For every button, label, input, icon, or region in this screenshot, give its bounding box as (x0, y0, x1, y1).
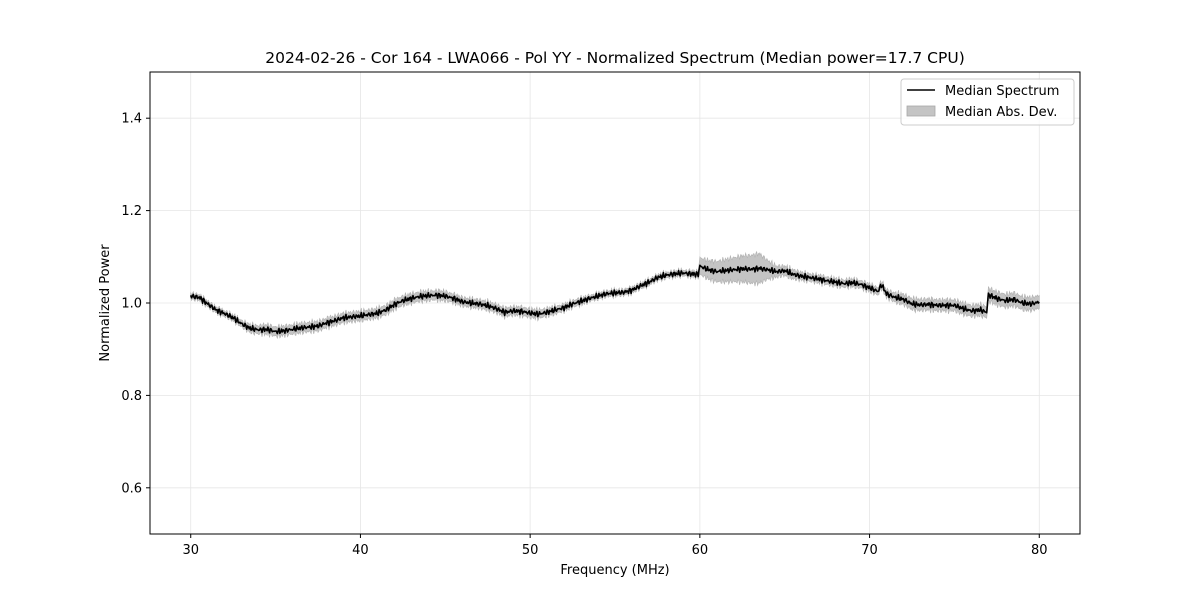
chart-title: 2024-02-26 - Cor 164 - LWA066 - Pol YY -… (265, 49, 965, 67)
legend-box (900, 78, 1075, 126)
x-tick-label: 70 (861, 543, 878, 558)
x-tick-label: 60 (692, 543, 709, 558)
y-tick-label: 0.6 (121, 481, 142, 496)
x-tick-label: 30 (182, 543, 199, 558)
y-axis-label: Normalized Power (98, 244, 113, 362)
legend: Median Spectrum Median Abs. Dev. (900, 78, 1075, 126)
y-tick-label: 0.8 (121, 389, 142, 404)
x-tick-label: 80 (1031, 543, 1048, 558)
x-tick-label: 40 (352, 543, 369, 558)
y-axis-ticks: 0.6 0.8 1.0 1.2 1.4 (121, 112, 150, 496)
x-tick-label: 50 (522, 543, 539, 558)
median-spectrum-line (189, 264, 1040, 335)
median-line-layer (189, 264, 1040, 335)
y-tick-label: 1.2 (121, 204, 142, 219)
legend-swatch-median-abs-dev (906, 105, 936, 117)
y-tick-label: 1.0 (121, 297, 142, 312)
x-axis-ticks: 30 40 50 60 70 80 (182, 534, 1048, 558)
legend-label-median-abs-dev: Median Abs. Dev. (945, 105, 1057, 120)
y-tick-label: 1.4 (121, 112, 142, 127)
legend-label-median-spectrum: Median Spectrum (945, 84, 1059, 99)
x-axis-label: Frequency (MHz) (560, 563, 669, 578)
